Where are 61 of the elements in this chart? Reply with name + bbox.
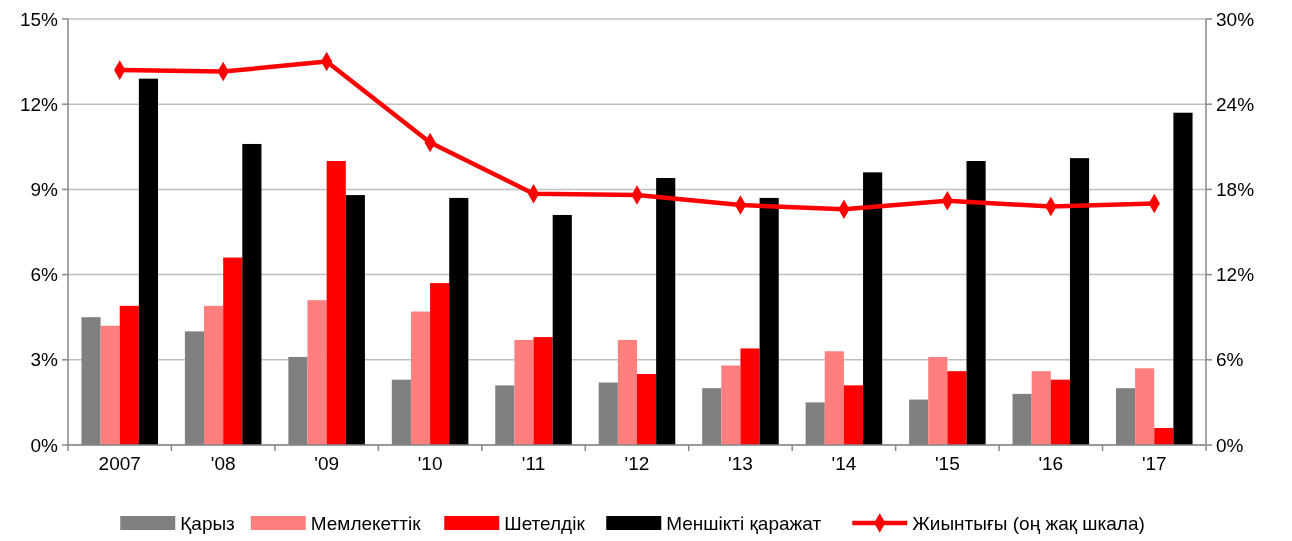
- bar: [223, 257, 243, 445]
- x-tick-label: '15: [934, 453, 960, 474]
- bar: [1135, 368, 1155, 445]
- bar: [552, 214, 572, 445]
- bar: [1050, 379, 1070, 445]
- y2-tick-label: 24%: [1216, 93, 1255, 115]
- legend-label: Қарыз: [180, 512, 235, 534]
- bar: [824, 351, 844, 445]
- y2-tick-label: 6%: [1216, 349, 1244, 371]
- y-tick-label: 9%: [30, 179, 59, 201]
- bar: [1154, 427, 1174, 445]
- y2-tick-label: 18%: [1216, 179, 1255, 201]
- y2-tick-label: 12%: [1216, 264, 1255, 286]
- y2-tick-label: 0%: [1216, 434, 1244, 456]
- bar: [204, 305, 224, 445]
- x-tick-label: '10: [417, 453, 443, 474]
- bar: [326, 161, 346, 445]
- bar: [1069, 158, 1090, 445]
- x-tick-label: '09: [314, 453, 340, 474]
- bar: [863, 172, 883, 445]
- x-tick-label: '14: [831, 453, 857, 474]
- bar: [410, 311, 431, 445]
- y-tick-label: 0%: [30, 434, 59, 456]
- bar: [138, 78, 159, 445]
- x-tick-label: '13: [728, 453, 753, 474]
- y2-tick-label: 30%: [1216, 8, 1255, 30]
- bar: [928, 356, 948, 445]
- x-tick-label: '08: [210, 453, 236, 474]
- bar: [947, 371, 967, 445]
- y-tick-label: 15%: [19, 8, 59, 30]
- bar: [100, 325, 120, 445]
- bar: [759, 197, 779, 445]
- x-tick-label: '16: [1038, 453, 1064, 474]
- legend-label: Меншікті қаражат: [666, 512, 822, 534]
- bar: [430, 283, 450, 445]
- x-tick-label: 2007: [98, 453, 141, 474]
- bar: [843, 385, 864, 445]
- bar: [740, 348, 760, 445]
- bar: [1031, 371, 1051, 445]
- x-tick-label: '12: [624, 453, 650, 474]
- legend-label: Шетелдік: [504, 512, 586, 534]
- y-tick-label: 12%: [19, 93, 59, 115]
- bar: [1173, 112, 1193, 445]
- legend-label: Мемлекеттік: [310, 512, 422, 534]
- x-tick-label: '11: [521, 453, 546, 474]
- bar: [514, 339, 534, 445]
- bar: [307, 300, 327, 445]
- bar: [533, 337, 553, 445]
- bar: [617, 339, 637, 445]
- legend-label: Жиынтығы (оң жақ шкала): [912, 512, 1145, 534]
- x-tick-label: '17: [1141, 453, 1167, 474]
- bar: [345, 195, 365, 445]
- bar: [242, 143, 262, 445]
- bar: [119, 305, 139, 445]
- bar: [449, 197, 469, 445]
- bar: [966, 161, 986, 445]
- bar: [656, 178, 676, 445]
- y-tick-label: 6%: [30, 264, 59, 286]
- y-tick-label: 3%: [30, 349, 59, 371]
- bar: [721, 365, 741, 445]
- bar: [637, 374, 657, 445]
